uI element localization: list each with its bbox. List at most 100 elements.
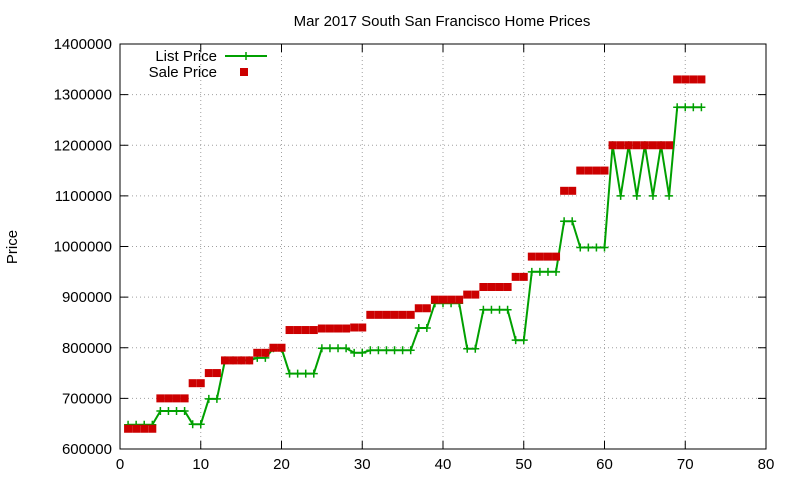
list-price-point <box>543 267 552 276</box>
y-axis-label: Price <box>4 230 21 264</box>
list-price-point <box>204 394 213 403</box>
sale-price-point <box>342 324 351 333</box>
sale-price-point <box>309 326 318 335</box>
legend: List Price Sale Price <box>149 48 267 81</box>
sale-price-point <box>447 295 456 304</box>
sale-price-point <box>640 141 649 150</box>
list-price-point <box>503 305 512 314</box>
x-tick-label: 40 <box>435 456 452 473</box>
sale-price-point <box>398 310 407 319</box>
list-price-point <box>374 346 383 355</box>
list-price-point <box>568 217 577 226</box>
sale-price-point <box>406 310 415 319</box>
list-price-point <box>366 346 375 355</box>
list-price-point <box>390 346 399 355</box>
sale-price-point <box>317 324 326 333</box>
sale-price-point <box>422 304 431 313</box>
list-price-point <box>180 407 189 416</box>
list-price-point <box>463 344 472 353</box>
list-price-point <box>592 243 601 252</box>
sale-price-point <box>245 356 254 365</box>
sale-price-point <box>374 310 383 319</box>
sale-price-point <box>616 141 625 150</box>
sale-price-point <box>689 75 698 84</box>
sale-price-point <box>350 323 359 332</box>
list-price-point <box>648 191 657 200</box>
sale-price-point <box>519 272 528 281</box>
list-price-point <box>487 305 496 314</box>
sale-price-point <box>624 141 633 150</box>
list-price-point <box>309 369 318 378</box>
list-price-point <box>632 191 641 200</box>
sale-price-point <box>487 283 496 291</box>
list-price-point <box>293 369 302 378</box>
sale-price-point <box>495 283 504 291</box>
sale-price-point <box>503 283 512 291</box>
sale-price-point <box>188 379 197 388</box>
sale-price-point <box>681 75 690 84</box>
y-tick-label: 1200000 <box>54 137 112 154</box>
legend-label-list-price: List Price <box>155 48 217 65</box>
list-price-point <box>382 346 391 355</box>
y-tick-label: 1000000 <box>54 239 112 256</box>
list-price-point <box>600 243 609 252</box>
sale-price-point <box>237 356 246 365</box>
list-price-point <box>689 103 698 112</box>
legend-marker-sale-price <box>240 68 248 76</box>
sale-price-point <box>180 394 189 403</box>
sale-price-point <box>608 141 617 150</box>
sale-price-point <box>220 356 229 365</box>
list-price-point <box>616 191 625 200</box>
list-price-point <box>552 267 561 276</box>
sale-price-point <box>132 424 141 433</box>
list-price-point <box>673 103 682 112</box>
sale-price-point <box>366 310 375 319</box>
sale-price-point <box>414 304 423 313</box>
y-tick-label: 600000 <box>62 441 112 458</box>
list-price-point <box>576 243 585 252</box>
sale-price-point <box>325 324 334 333</box>
list-price-point <box>681 103 690 112</box>
sale-price-point <box>552 252 561 261</box>
sale-price-point <box>204 369 213 378</box>
x-tick-label: 60 <box>596 456 613 473</box>
sale-price-point <box>463 290 472 299</box>
gridlines <box>120 44 766 449</box>
sale-price-point <box>212 369 221 378</box>
x-tick-label: 30 <box>354 456 371 473</box>
sale-price-series <box>124 75 706 433</box>
list-price-point <box>172 407 181 416</box>
sale-price-point <box>439 295 447 304</box>
list-price-point <box>560 217 569 226</box>
chart-title: Mar 2017 South San Francisco Home Prices <box>294 13 591 30</box>
sale-price-point <box>535 252 544 261</box>
x-tick-label: 50 <box>515 456 532 473</box>
list-price-point <box>584 243 593 252</box>
y-tick-label: 900000 <box>62 289 112 306</box>
sale-price-point <box>584 166 593 175</box>
sale-price-point <box>511 272 520 281</box>
sale-price-point <box>172 394 181 403</box>
sale-price-point <box>592 166 601 175</box>
y-tick-label: 1400000 <box>54 36 112 53</box>
list-price-point <box>406 346 415 355</box>
sale-price-point <box>455 295 464 304</box>
x-tick-label: 10 <box>192 456 209 473</box>
list-price-point <box>398 346 407 355</box>
x-tick-label: 80 <box>758 456 775 473</box>
y-tick-label: 1100000 <box>55 188 112 205</box>
x-ticks: 0 10 20 30 40 50 60 70 80 <box>116 44 775 473</box>
y-tick-label: 800000 <box>62 340 112 357</box>
sale-price-point <box>334 324 343 333</box>
sale-price-point <box>196 379 205 388</box>
sale-price-point <box>156 394 165 403</box>
sale-price-point <box>382 310 391 319</box>
list-price-point <box>301 369 310 378</box>
list-price-point <box>479 305 488 314</box>
list-price-point <box>342 344 351 353</box>
legend-marker-list-price <box>242 52 250 60</box>
x-tick-label: 0 <box>116 456 124 473</box>
list-price-point <box>471 344 480 353</box>
sale-price-point <box>253 348 262 357</box>
list-price-point <box>511 336 520 345</box>
